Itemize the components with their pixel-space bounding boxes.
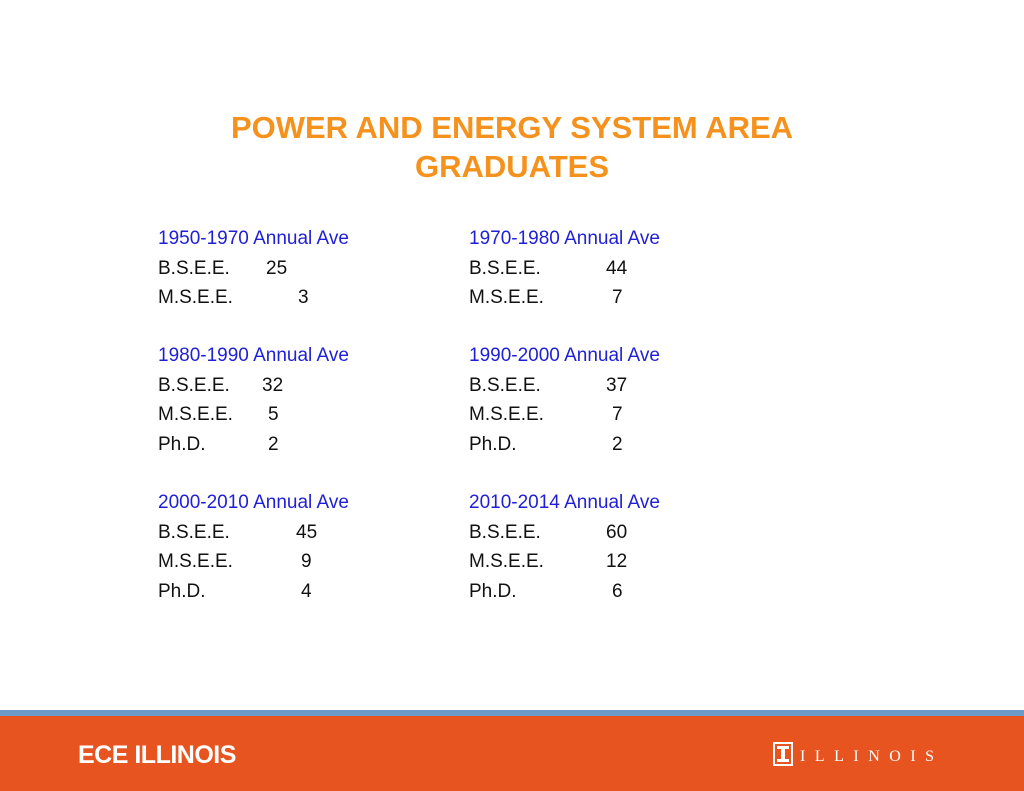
period-block-1970-1980: 1970-1980 Annual Ave B.S.E.E. 44 M.S.E.E… [469, 224, 769, 313]
degree-row: M.S.E.E. 3 [158, 283, 458, 313]
degree-count: 7 [612, 404, 623, 425]
period-block-2010-2014: 2010-2014 Annual Ave B.S.E.E. 60 M.S.E.E… [469, 488, 769, 606]
degree-label: B.S.E.E. [469, 521, 541, 543]
degree-count: 2 [612, 433, 623, 455]
degree-row: Ph.D. 6 [469, 577, 769, 607]
period-header: 1950-1970 Annual Ave [158, 228, 349, 249]
degree-row: B.S.E.E. 25 [158, 254, 458, 284]
degree-row: Ph.D. 4 [158, 577, 458, 607]
degree-row: M.S.E.E. 9 [158, 547, 458, 577]
degree-count: 5 [268, 404, 279, 425]
period-block-1990-2000: 1990-2000 Annual Ave B.S.E.E. 37 M.S.E.E… [469, 341, 769, 459]
degree-count: 9 [301, 551, 312, 572]
degree-count: 25 [266, 257, 288, 279]
degree-label: M.S.E.E. [158, 287, 233, 308]
degree-count: 7 [612, 287, 623, 308]
degree-count: 2 [268, 433, 279, 455]
footer-stripe [0, 710, 1024, 716]
degree-label: M.S.E.E. [469, 551, 544, 572]
slide-title-line-1: POWER AND ENERGY SYSTEM AREA [230, 110, 794, 145]
degree-count: 4 [301, 580, 312, 602]
degree-label: B.S.E.E. [158, 257, 230, 279]
slide-title: POWER AND ENERGY SYSTEM AREA GRADUATES [0, 108, 1024, 186]
degree-label: M.S.E.E. [158, 551, 233, 572]
degree-label: Ph.D. [158, 433, 206, 455]
degree-row: B.S.E.E. 37 [469, 371, 769, 401]
degree-label: B.S.E.E. [469, 257, 541, 279]
period-header: 1990-2000 Annual Ave [469, 345, 660, 366]
degree-label: B.S.E.E. [469, 374, 541, 396]
degree-row: B.S.E.E. 45 [158, 518, 458, 548]
degree-label: Ph.D. [469, 433, 517, 455]
degree-label: M.S.E.E. [158, 404, 233, 425]
degree-row: M.S.E.E. 7 [469, 283, 769, 313]
degree-label: B.S.E.E. [158, 374, 230, 396]
degree-row: M.S.E.E. 7 [469, 400, 769, 430]
degree-row: Ph.D. 2 [469, 430, 769, 460]
degree-label: M.S.E.E. [469, 287, 544, 308]
degree-label: Ph.D. [469, 580, 517, 602]
degree-label: B.S.E.E. [158, 521, 230, 543]
degree-row: Ph.D. 2 [158, 430, 458, 460]
illinois-block-i-icon [773, 742, 793, 766]
degree-count: 3 [298, 287, 309, 308]
period-block-1980-1990: 1980-1990 Annual Ave B.S.E.E. 32 M.S.E.E… [158, 341, 458, 459]
degree-count: 44 [606, 257, 628, 279]
footer-bar [0, 716, 1024, 791]
degree-label: M.S.E.E. [469, 404, 544, 425]
degree-row: M.S.E.E. 12 [469, 547, 769, 577]
period-header: 2010-2014 Annual Ave [469, 492, 660, 513]
period-header: 1980-1990 Annual Ave [158, 345, 349, 366]
degree-label: Ph.D. [158, 580, 206, 602]
period-block-2000-2010: 2000-2010 Annual Ave B.S.E.E. 45 M.S.E.E… [158, 488, 458, 606]
illinois-wordmark: ILLINOIS [800, 748, 944, 765]
degree-count: 60 [606, 521, 628, 543]
degree-count: 45 [296, 521, 318, 543]
degree-row: B.S.E.E. 32 [158, 371, 458, 401]
ece-illinois-wordmark: ECE ILLINOIS [78, 741, 236, 769]
slide-title-line-2: GRADUATES [414, 149, 610, 184]
degree-row: B.S.E.E. 44 [469, 254, 769, 284]
degree-row: B.S.E.E. 60 [469, 518, 769, 548]
degree-count: 6 [612, 580, 623, 602]
degree-count: 12 [606, 551, 628, 572]
degree-row: M.S.E.E. 5 [158, 400, 458, 430]
period-header: 2000-2010 Annual Ave [158, 492, 349, 513]
period-block-1950-1970: 1950-1970 Annual Ave B.S.E.E. 25 M.S.E.E… [158, 224, 458, 313]
degree-count: 37 [606, 374, 628, 396]
degree-count: 32 [262, 374, 284, 396]
period-header: 1970-1980 Annual Ave [469, 228, 660, 249]
